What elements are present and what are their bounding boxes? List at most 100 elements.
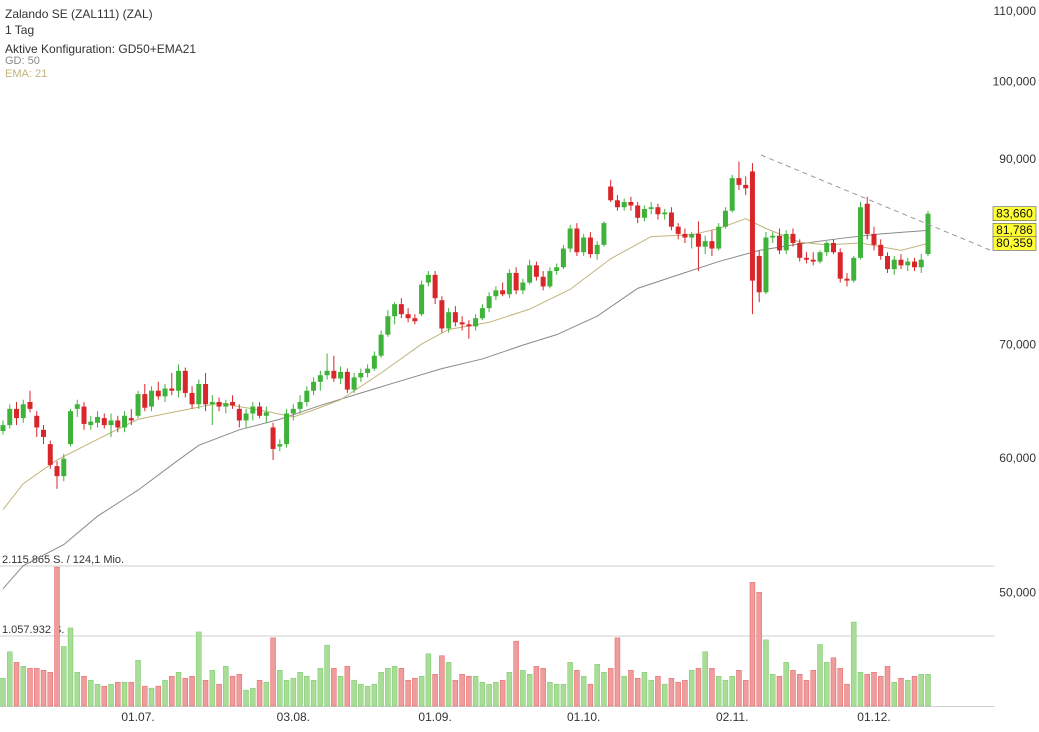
volume-bar [243,689,249,707]
volume-bar [796,673,803,707]
candle-body [898,259,904,266]
volume-bar [344,666,351,707]
candle-body [142,394,148,408]
candle-body [635,205,641,218]
volume-bar [540,668,546,707]
volume-bar [479,681,486,707]
candle-body [115,420,121,428]
volume-bar [452,679,459,707]
volume-bar [587,683,594,707]
volume-bar [223,666,229,707]
volume-bar [493,681,499,707]
y-tick-label: 70,000 [999,337,1036,351]
volume-bar [898,677,904,707]
candle-body [263,412,269,416]
volume-bar [682,679,688,707]
candle-body [911,261,917,268]
volume-bar [182,677,189,707]
candle-body [108,420,114,426]
candle-body [371,355,377,369]
volume-bar [115,681,121,707]
volume-bar [459,673,465,707]
volume-bar [810,670,816,707]
config-label: Aktive Konfiguration: GD50+EMA21 [5,42,196,56]
candle-body [230,402,236,406]
candle-body [311,381,317,391]
candle-body [527,265,533,283]
volume-bar [520,670,526,707]
volume-bar [297,672,303,707]
volume-bar [40,670,47,707]
volume-bar [108,683,114,707]
volume-bar [675,681,681,707]
candle-body [776,235,782,251]
candle-body [95,416,101,423]
volume-bar [776,675,783,707]
candle-body [358,373,364,378]
volume-bar [54,566,60,707]
volume-bar [911,675,918,707]
y-tick-label: 50,000 [999,585,1036,599]
volume-bar [189,675,195,707]
volume-bar [331,668,337,707]
candle-body [891,259,897,270]
volume-bar [169,675,175,707]
candle-body [574,228,580,253]
candle-body [101,418,107,426]
volume-bar [101,685,108,707]
candle-body [351,377,357,390]
volume-bar [722,679,729,707]
volume-bar [553,683,560,707]
moving-average-line [2,229,929,590]
volume-bar [155,685,162,707]
candle-body [844,278,850,281]
candle-body [203,384,209,405]
candle-body [412,318,418,322]
volume-bar [661,683,668,707]
volume-bar [175,672,182,707]
candle-body [250,406,256,414]
x-tick-label: 03.08. [277,710,310,724]
candle-body [695,233,701,247]
last-value-box [992,236,1037,251]
volume-bar [628,670,634,707]
volume-bar [830,657,837,707]
candle-body [122,415,128,428]
volume-bar [607,668,614,707]
volume-bar [216,683,222,707]
last-value-label: 83,660 [996,206,1033,220]
volume-bar [695,668,702,707]
candle-body [581,237,587,253]
candle-body [783,233,789,251]
volume-bar [74,672,81,707]
candle-body [743,184,749,189]
candle-body [290,408,296,414]
chart-subtitle: 1 Tag [5,23,34,37]
candle-body [587,237,593,255]
candle-body [452,312,458,323]
volume-bar [277,670,283,707]
volume-bar [142,685,148,707]
volume-bar [790,670,796,707]
candle-body [513,272,519,291]
volume-bar [337,675,344,707]
volume-bar [715,675,722,707]
x-tick-label: 01.10. [567,710,600,724]
candle-body [365,368,371,374]
candle-body [216,402,222,407]
candle-body [466,324,472,327]
candle-body [0,425,6,432]
candle-body [277,444,283,447]
candle-body [682,233,688,238]
candle-body [797,243,803,258]
volume-bar [702,651,708,707]
candle-body [817,252,823,262]
volume-bar [202,679,209,707]
volume-bar [884,666,891,707]
volume-bar [574,670,580,707]
volume-bar [756,591,762,707]
candle-body [331,370,337,379]
candle-body [756,255,762,293]
volume-bar [560,683,567,707]
